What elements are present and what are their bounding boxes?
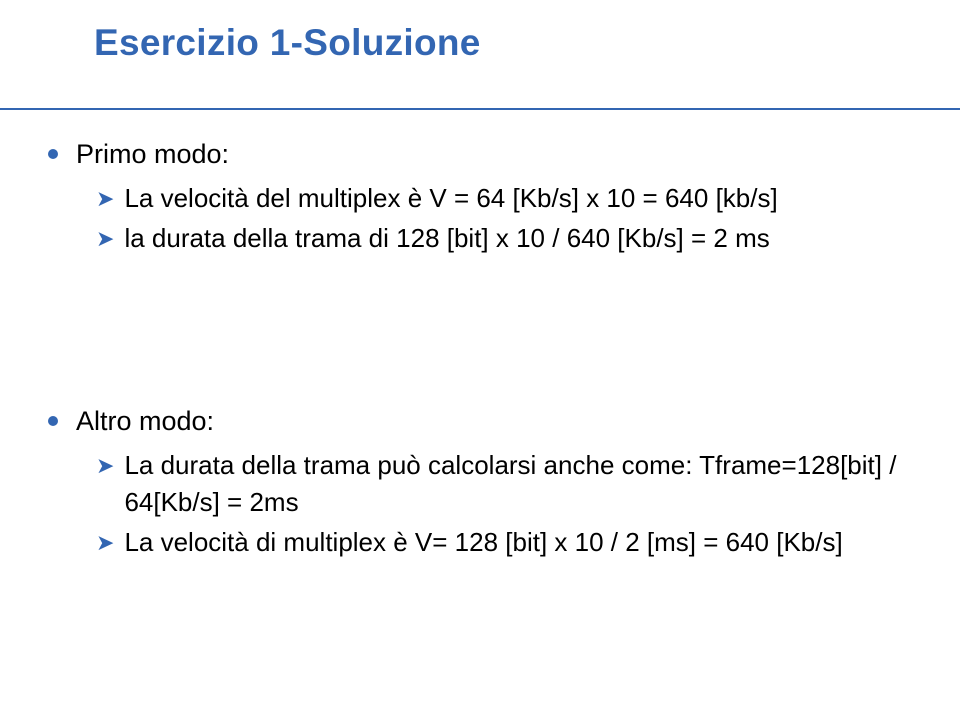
bullet-label: Altro modo: bbox=[76, 402, 214, 441]
sub-text: La velocità di multiplex è V= 128 [bit] … bbox=[124, 524, 912, 562]
bullet-dot-icon bbox=[48, 416, 58, 426]
slide-title: Esercizio 1-Soluzione bbox=[94, 22, 481, 64]
arrow-icon: ➤ bbox=[96, 524, 114, 561]
spacer bbox=[48, 260, 912, 402]
sub-text: la durata della trama di 128 [bit] x 10 … bbox=[124, 220, 912, 258]
sub-text: La velocità del multiplex è V = 64 [Kb/s… bbox=[124, 180, 912, 218]
bullet-dot-icon bbox=[48, 149, 58, 159]
bullet-primo-modo: Primo modo: bbox=[48, 135, 912, 174]
sub-item: ➤ la durata della trama di 128 [bit] x 1… bbox=[96, 220, 912, 258]
arrow-icon: ➤ bbox=[96, 180, 114, 217]
sub-item: ➤ La durata della trama può calcolarsi a… bbox=[96, 447, 912, 522]
sub-text: La durata della trama può calcolarsi anc… bbox=[124, 447, 912, 522]
bullet-altro-modo: Altro modo: bbox=[48, 402, 912, 441]
arrow-icon: ➤ bbox=[96, 447, 114, 484]
sub-item: ➤ La velocità del multiplex è V = 64 [Kb… bbox=[96, 180, 912, 218]
arrow-icon: ➤ bbox=[96, 220, 114, 257]
title-text: Esercizio 1-Soluzione bbox=[94, 22, 481, 63]
slide: Esercizio 1-Soluzione Primo modo: ➤ La v… bbox=[0, 0, 960, 726]
content-area: Primo modo: ➤ La velocità del multiplex … bbox=[48, 135, 912, 564]
sub-item: ➤ La velocità di multiplex è V= 128 [bit… bbox=[96, 524, 912, 562]
horizontal-rule bbox=[0, 108, 960, 110]
bullet-label: Primo modo: bbox=[76, 135, 229, 174]
